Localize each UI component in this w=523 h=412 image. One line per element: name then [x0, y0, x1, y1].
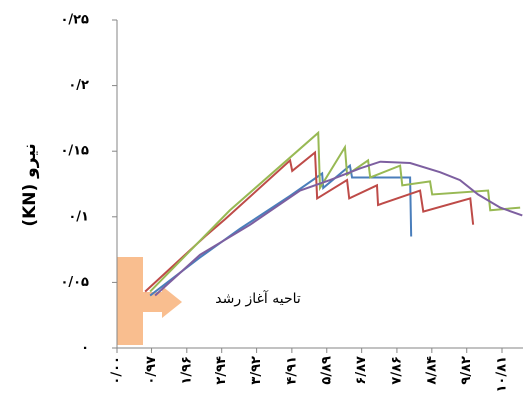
x-tick-label: ۲/۹۴	[214, 356, 229, 385]
y-tick-label: ۰/۲۵	[60, 13, 89, 28]
x-tick-label: ۴/۹۱	[284, 356, 299, 385]
series-line	[149, 130, 521, 293]
series-line	[149, 163, 413, 297]
x-tick-label: ۸/۸۴	[424, 356, 439, 385]
series-line	[154, 160, 523, 297]
y-tick-label: ۰/۰۵	[60, 275, 89, 290]
x-tick-label: ۰/۰۰	[110, 356, 125, 385]
growth-region	[117, 257, 143, 345]
x-tick-label: ۶/۸۷	[354, 356, 369, 385]
y-axis-label: (KN) نیرو	[20, 143, 40, 226]
x-tick-label: ۱۰/۸۱	[494, 356, 509, 393]
series-line	[144, 150, 475, 293]
annotation: تاحیه آغاز رشد	[215, 290, 301, 307]
x-tick-label: ۵/۸۹	[319, 356, 334, 385]
y-tick-label: ۰/۱	[68, 209, 89, 224]
x-tick-label: ۰/۹۷	[144, 356, 159, 385]
y-tick-label: ۰/۲	[68, 78, 89, 93]
x-tick-label: ۹/۸۲	[459, 356, 474, 385]
arrow	[143, 286, 182, 318]
x-tick-label: ۳/۹۲	[249, 356, 264, 385]
y-tick-label: ۰/۱۵	[60, 144, 89, 159]
x-tick-label: ۷/۸۶	[389, 356, 404, 385]
x-tick-label: ۱/۹۶	[179, 356, 194, 385]
y-tick-label: ۰	[81, 341, 89, 356]
